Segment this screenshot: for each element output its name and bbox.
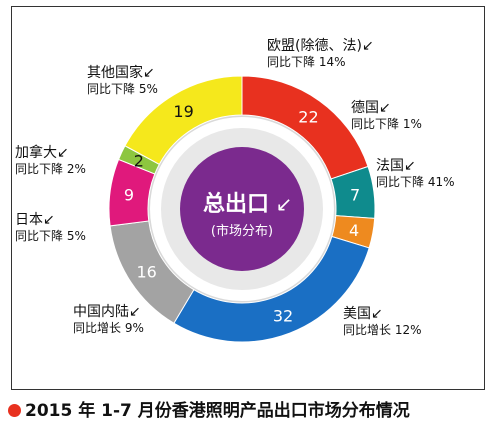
center-title: 总出口 xyxy=(203,191,269,217)
slice-value-label: 19 xyxy=(173,102,193,121)
arrow-icon: ↙ xyxy=(404,158,416,174)
label-canada: 加拿大↙ 同比下降 2% xyxy=(15,145,86,176)
figure-caption: 2015 年 1-7 月份香港照明产品出口市场分布情况 xyxy=(8,396,493,422)
arrow-icon: ↙ xyxy=(371,306,383,322)
label-japan: 日本↙ 同比下降 5% xyxy=(15,212,86,243)
caption-text: 2015 年 1-7 月份香港照明产品出口市场分布情况 xyxy=(25,401,410,421)
center-circle xyxy=(180,147,304,271)
arrow-icon: ↙ xyxy=(379,100,391,116)
arrow-icon: ↙ xyxy=(129,304,141,320)
slice-value-label: 32 xyxy=(273,306,293,325)
center-subtitle: (市场分布) xyxy=(211,223,273,239)
arrow-icon: ↙ xyxy=(43,212,55,228)
label-germany: 德国↙ 同比下降 1% xyxy=(351,100,422,131)
label-eu: 欧盟(除德、法)↙ 同比下降 14% xyxy=(267,38,374,69)
arrow-icon: ↙ xyxy=(361,38,374,54)
slice-value-label: 4 xyxy=(349,221,359,240)
donut-slice xyxy=(124,75,243,166)
slice-value-label: 9 xyxy=(124,186,134,205)
label-china-mainland: 中国内陆↙ 同比增长 9% xyxy=(73,304,144,335)
label-others: 其他国家↙ 同比下降 5% xyxy=(87,65,158,96)
arrow-icon: ↙ xyxy=(143,65,155,81)
slice-value-label: 22 xyxy=(298,107,318,126)
slice-value-label: 16 xyxy=(136,262,156,281)
label-usa: 美国↙ 同比增长 12% xyxy=(343,306,422,337)
arrow-icon: ↙ xyxy=(57,145,69,161)
chart-frame: 22 7 4 32 16 9 2 19 总出口 ↙ (市场分布) 欧盟(除德、法)↙ 同比下降 14… xyxy=(11,6,485,390)
caption-bullet-icon xyxy=(8,404,21,417)
label-france: 法国↙ 同比下降 41% xyxy=(376,158,455,189)
slice-value-label: 2 xyxy=(134,152,144,171)
center-arrow-icon: ↙ xyxy=(276,192,293,216)
slice-value-label: 7 xyxy=(350,186,360,205)
